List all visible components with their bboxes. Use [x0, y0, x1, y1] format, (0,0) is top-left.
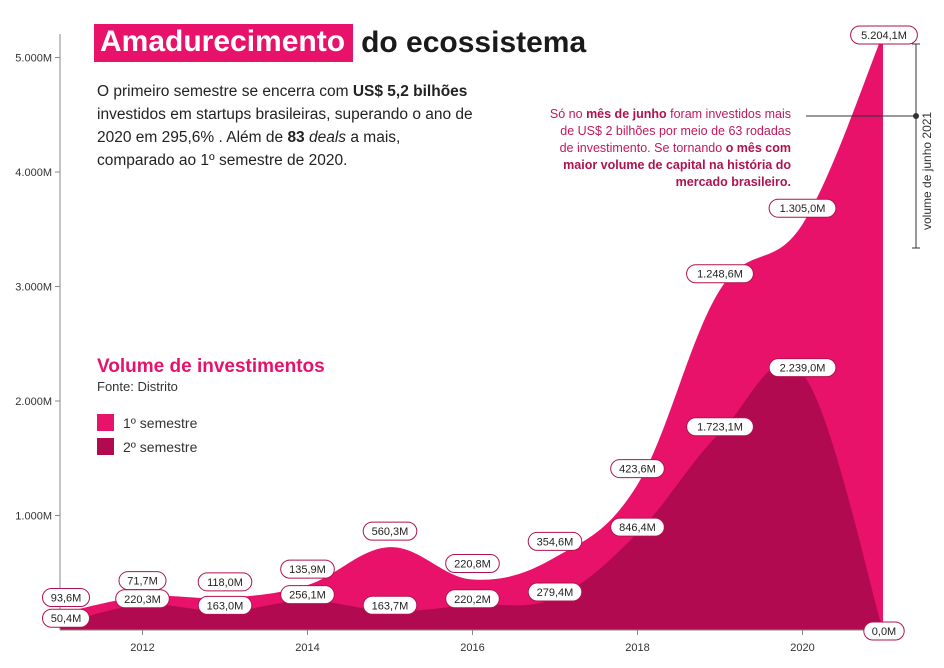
data-label-second: 220,2M	[454, 594, 491, 606]
data-label-first: 5.204,1M	[861, 30, 907, 42]
data-label-second: 220,3M	[124, 594, 161, 606]
data-label-second-bg	[527, 582, 583, 602]
legend-item-second-semester: 2º semestre	[97, 438, 197, 455]
intro-paragraph: O primeiro semestre se encerra com US$ 5…	[97, 80, 477, 172]
data-label-second-bg	[362, 595, 418, 615]
intro-bold-amount: US$ 5,2 bilhões	[352, 83, 468, 100]
data-label-second: 2.239,0M	[780, 363, 826, 375]
data-label-second-bg	[686, 417, 754, 437]
data-label-first-bg	[527, 531, 583, 551]
y-tick-label: 4.000M	[15, 167, 52, 179]
data-label-first-bg	[362, 521, 418, 541]
data-label-first: 1.248,6M	[697, 269, 743, 281]
page-title: Amadurecimento do ecossistema	[94, 24, 586, 62]
y-tick-label: 3.000M	[15, 282, 52, 294]
data-label-first-bg	[280, 559, 335, 579]
legend-label-second: 2º semestre	[123, 438, 198, 455]
june-annotation: Só no mês de junho foram investidos mais…	[545, 106, 791, 191]
data-label-first-bg	[197, 572, 253, 592]
x-tick-label: 2016	[460, 642, 484, 654]
data-label-second: 256,1M	[289, 590, 326, 602]
data-label-first: 93,6M	[51, 593, 82, 605]
series-area-first-semester	[60, 34, 883, 630]
data-label-second-bg	[280, 585, 335, 605]
x-tick-label: 2018	[625, 642, 649, 654]
title-rest: do ecossistema	[361, 26, 587, 59]
y-tick-label: 5.000M	[15, 53, 52, 65]
data-label-first: 354,6M	[537, 536, 574, 548]
data-label-first-bg	[42, 588, 90, 608]
legend-label-first: 1º semestre	[123, 414, 198, 431]
intro-text-1: O primeiro semestre se encerra com	[97, 83, 353, 100]
note-text-2: foram investidos mais de US$ 2 bilhões p…	[559, 107, 791, 155]
data-label-first: 1.305,0M	[780, 203, 826, 215]
data-label-second-bg	[863, 621, 905, 641]
data-label-first: 560,3M	[372, 526, 409, 538]
title-highlight: Amadurecimento	[94, 24, 354, 62]
data-label-first: 71,7M	[127, 576, 158, 588]
legend-item-first-semester: 1º semestre	[97, 414, 197, 431]
data-label-second: 846,4M	[619, 522, 656, 534]
data-label-second-bg	[197, 595, 253, 615]
data-label-second-bg	[768, 358, 837, 378]
legend-swatch-first	[97, 414, 114, 431]
legend-source: Fonte: Distrito	[97, 379, 178, 394]
data-label-second: 279,4M	[537, 587, 574, 599]
legend-title: Volume de investimentos	[97, 356, 325, 377]
x-tick-label: 2014	[295, 642, 319, 654]
data-label-first: 118,0M	[207, 577, 243, 589]
data-label-first-bg	[610, 459, 665, 479]
data-label-first-bg	[686, 264, 754, 284]
data-label-second-bg	[445, 589, 500, 609]
june-volume-side-label: volume de junho 2021	[920, 111, 934, 230]
data-label-first-bg	[768, 198, 837, 218]
data-label-first-bg	[850, 25, 918, 45]
data-label-second: 50,4M	[51, 613, 82, 625]
series-area-second-semester	[60, 363, 883, 630]
data-label-first: 135,9M	[289, 564, 326, 576]
data-label-second-bg	[42, 608, 90, 628]
data-label-second-bg	[115, 589, 170, 609]
note-text-1: Só no	[549, 107, 587, 121]
data-label-first-bg	[445, 554, 500, 574]
intro-text-4: a mais, comparado ao 1º semestre de 2020…	[97, 129, 401, 169]
y-tick-label: 1.000M	[15, 511, 52, 523]
x-tick-label: 2012	[130, 642, 154, 654]
data-label-first: 220,8M	[454, 559, 491, 571]
intro-bold-deals: 83	[287, 129, 305, 146]
data-label-second: 163,7M	[372, 600, 409, 612]
intro-italic-deals: deals	[309, 129, 347, 146]
legend-swatch-second	[97, 438, 114, 455]
data-label-second: 1.723,1M	[697, 422, 743, 434]
data-label-second: 0,0M	[872, 626, 896, 638]
note-bold-2: o mês com maior volume de capital na his…	[563, 141, 791, 189]
data-label-second-bg	[610, 517, 665, 537]
intro-text-2: investidos em startups brasileiras, supe…	[97, 106, 473, 146]
data-label-second: 163,0M	[207, 600, 244, 612]
y-tick-label: 2.000M	[15, 396, 52, 408]
note-bold-1: mês de junho	[586, 107, 667, 121]
data-label-first: 423,6M	[619, 464, 656, 476]
x-tick-label: 2020	[790, 642, 814, 654]
